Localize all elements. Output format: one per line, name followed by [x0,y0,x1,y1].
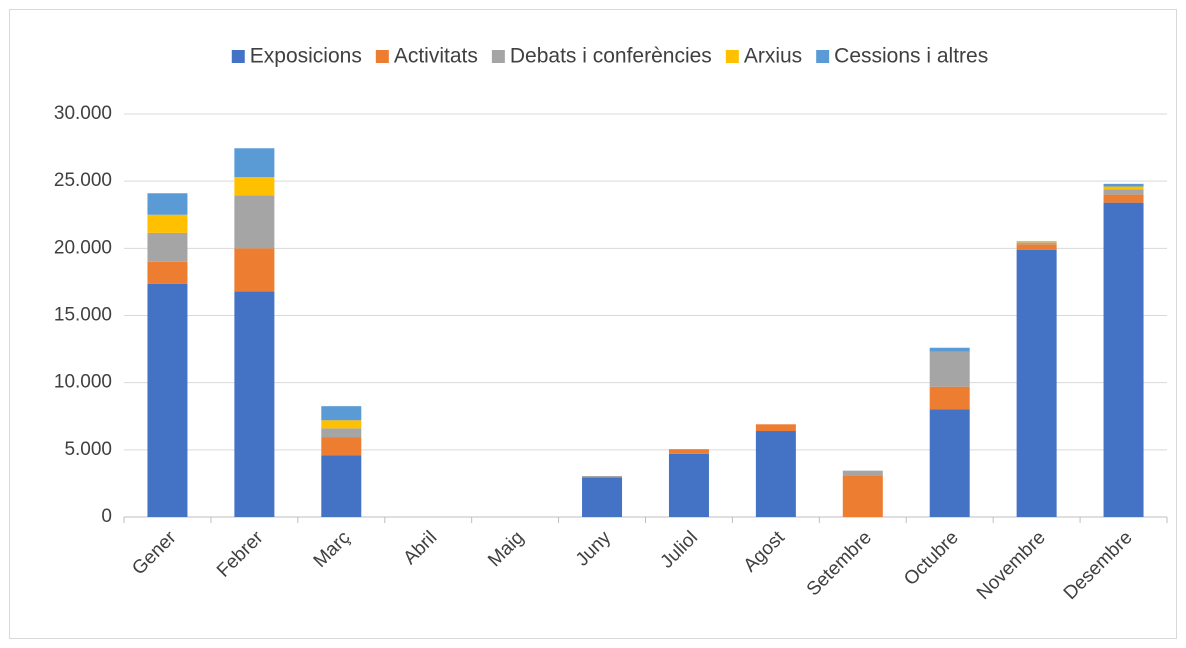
legend-swatch [375,50,389,63]
bar-segment [1016,240,1057,243]
bar-segment [321,406,362,421]
y-tick-label: 30.000 [54,103,112,124]
legend-label: Exposicions [250,45,362,68]
bar-segment [1103,202,1144,517]
bar-segment [1103,189,1144,195]
bar-segment [929,409,970,517]
bar-segment [321,428,362,438]
bar-segment [147,283,188,517]
bar-segment [582,476,623,478]
bar-segment [842,475,883,517]
bar-segment [234,148,275,178]
legend-label: Arxius [744,45,802,68]
bar-segment [147,232,188,262]
legend-label: Cessions i altres [834,45,988,68]
y-tick-label: 15.000 [54,305,112,326]
legend-swatch [231,50,245,63]
bar-segment [321,420,362,429]
y-tick-label: 5.000 [64,439,112,460]
bar-segment [668,453,709,517]
bar-segment [842,470,883,476]
y-tick-label: 20.000 [54,237,112,258]
bar-segment [1103,194,1144,203]
bar-segment [668,449,709,454]
legend-label: Activitats [394,45,478,68]
bar-segment [1103,186,1144,190]
y-tick-label: 0 [101,506,112,527]
y-tick-label: 25.000 [54,170,112,191]
bar-segment [929,351,970,387]
bar-segment [147,193,188,215]
legend-swatch [491,50,505,63]
bar-segment [929,347,970,352]
bar-segment [929,386,970,410]
bar-segment [234,177,275,196]
y-tick-label: 10.000 [54,372,112,393]
bar-segment [1016,242,1057,245]
bar-segment [321,437,362,456]
legend-swatch [816,50,830,63]
bar-segment [147,261,188,284]
bar-segment [234,195,275,249]
bar-segment [234,248,275,292]
bar-segment [1103,183,1144,187]
legend-label: Debats i conferències [510,45,712,68]
bar-segment [755,424,796,432]
bar-segment [1016,249,1057,517]
bar-segment [321,455,362,517]
bar-segment [582,477,623,517]
legend-swatch [725,50,739,63]
bar-segment [234,291,275,517]
bar-segment [755,431,796,517]
bar-segment [1016,244,1057,250]
bar-segment [147,214,188,233]
